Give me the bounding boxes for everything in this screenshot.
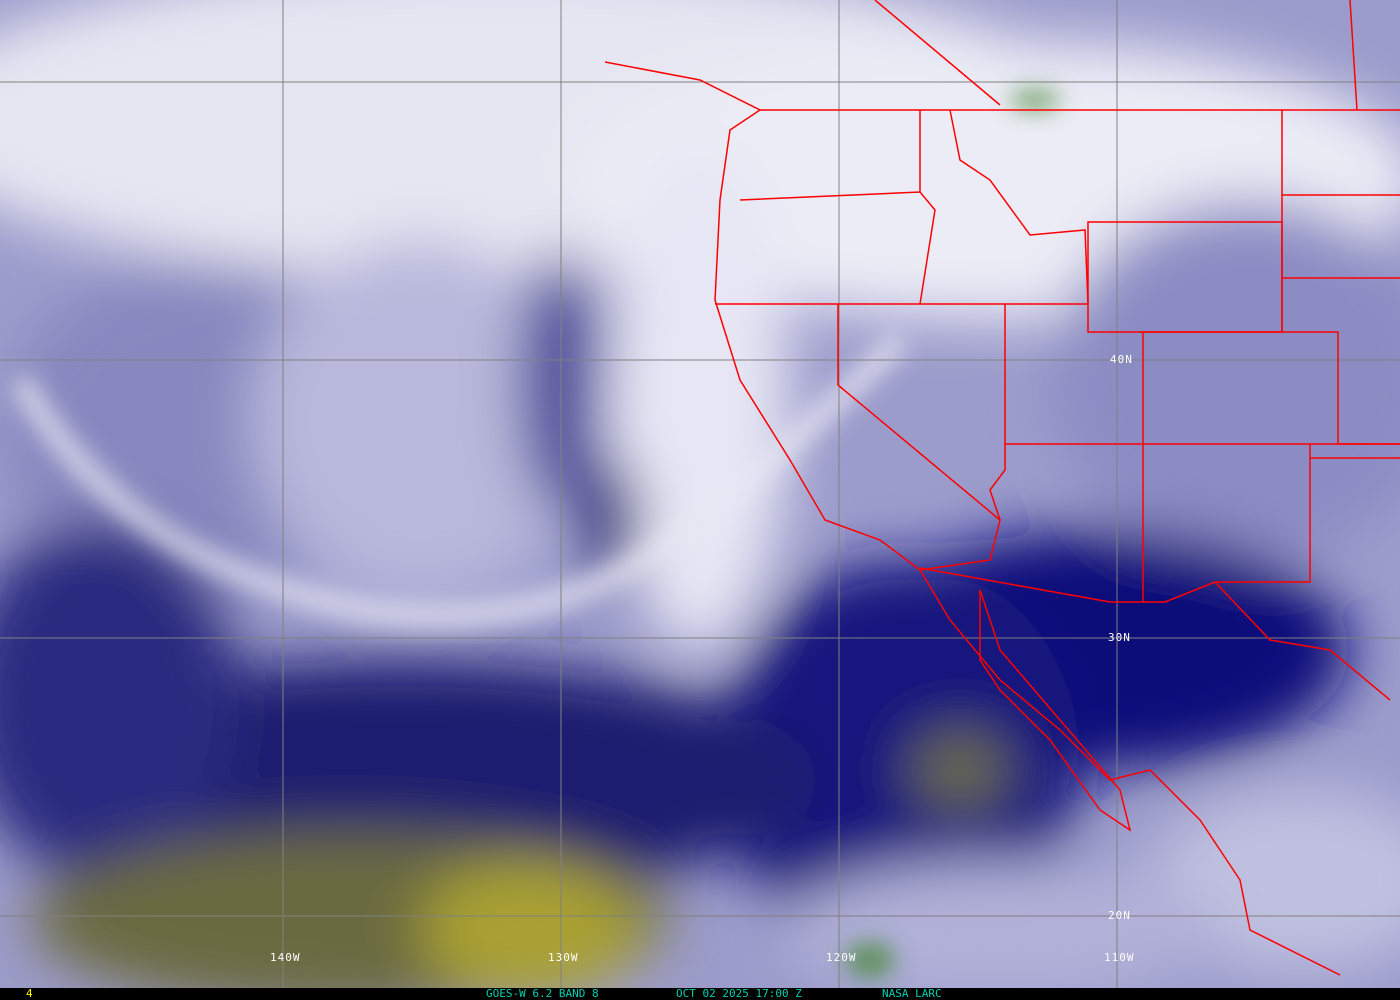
status-bar: 4 GOES-W 6.2 BAND 8 OCT 02 2025 17:00 Z … xyxy=(0,988,1400,1000)
lon-label-140w: 140W xyxy=(270,951,301,964)
lon-label-130w: 130W xyxy=(548,951,579,964)
political-borders xyxy=(604,0,1400,976)
lat-label-40n: 40N xyxy=(1110,353,1133,366)
lat-label-30n: 30N xyxy=(1108,631,1131,644)
lon-label-120w: 120W xyxy=(826,951,857,964)
lon-label-110w: 110W xyxy=(1104,951,1135,964)
satellite-band: GOES-W 6.2 BAND 8 xyxy=(486,987,599,1000)
lat-label-20n: 20N xyxy=(1108,909,1131,922)
frame-number: 4 xyxy=(26,987,33,1000)
source-label: NASA LARC xyxy=(882,987,942,1000)
timestamp: OCT 02 2025 17:00 Z xyxy=(676,987,802,1000)
